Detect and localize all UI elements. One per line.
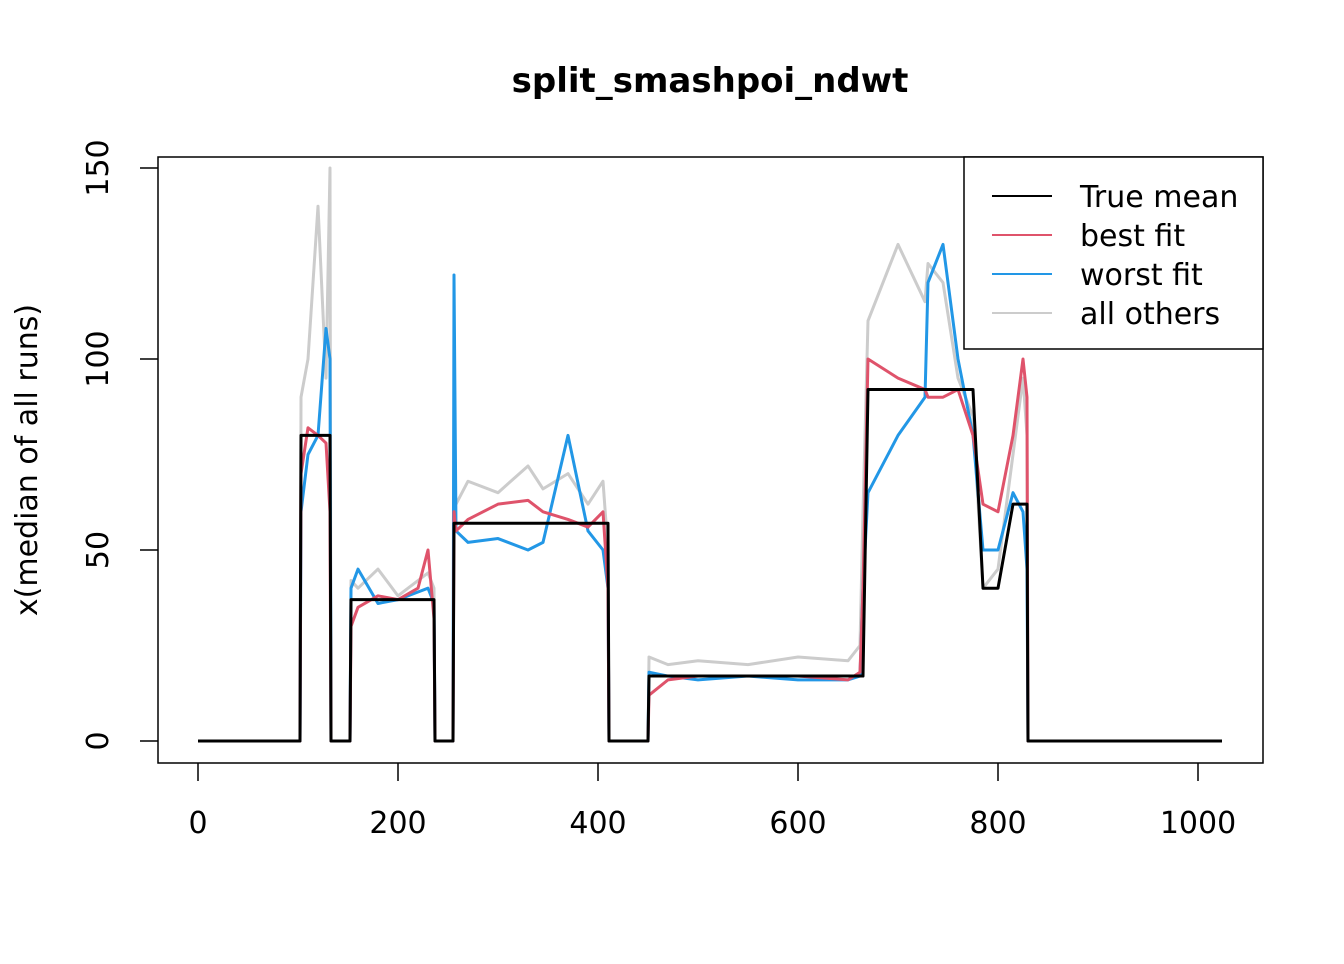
legend-label: worst fit bbox=[1080, 258, 1203, 293]
plot-frame bbox=[157, 156, 1264, 764]
x-tick-label: 400 bbox=[569, 806, 626, 841]
y-tick-label: 50 bbox=[81, 531, 116, 569]
y-tick-label: 150 bbox=[81, 139, 116, 196]
legend-label: all others bbox=[1080, 297, 1220, 332]
legend-box bbox=[963, 156, 1264, 350]
x-tick-label: 800 bbox=[969, 806, 1026, 841]
y-tick-label: 100 bbox=[81, 330, 116, 387]
legend-label: True mean bbox=[1079, 180, 1238, 215]
legend-label: best fit bbox=[1080, 219, 1185, 254]
x-tick-label: 1000 bbox=[1160, 806, 1236, 841]
x-tick-label: 600 bbox=[769, 806, 826, 841]
y-axis-label: x(median of all runs) bbox=[10, 304, 45, 616]
x-tick-label: 0 bbox=[188, 806, 207, 841]
x-tick-label: 200 bbox=[369, 806, 426, 841]
y-tick-label: 0 bbox=[81, 731, 116, 750]
series-line bbox=[198, 388, 1222, 743]
chart-title: split_smashpoi_ndwt bbox=[512, 61, 909, 101]
